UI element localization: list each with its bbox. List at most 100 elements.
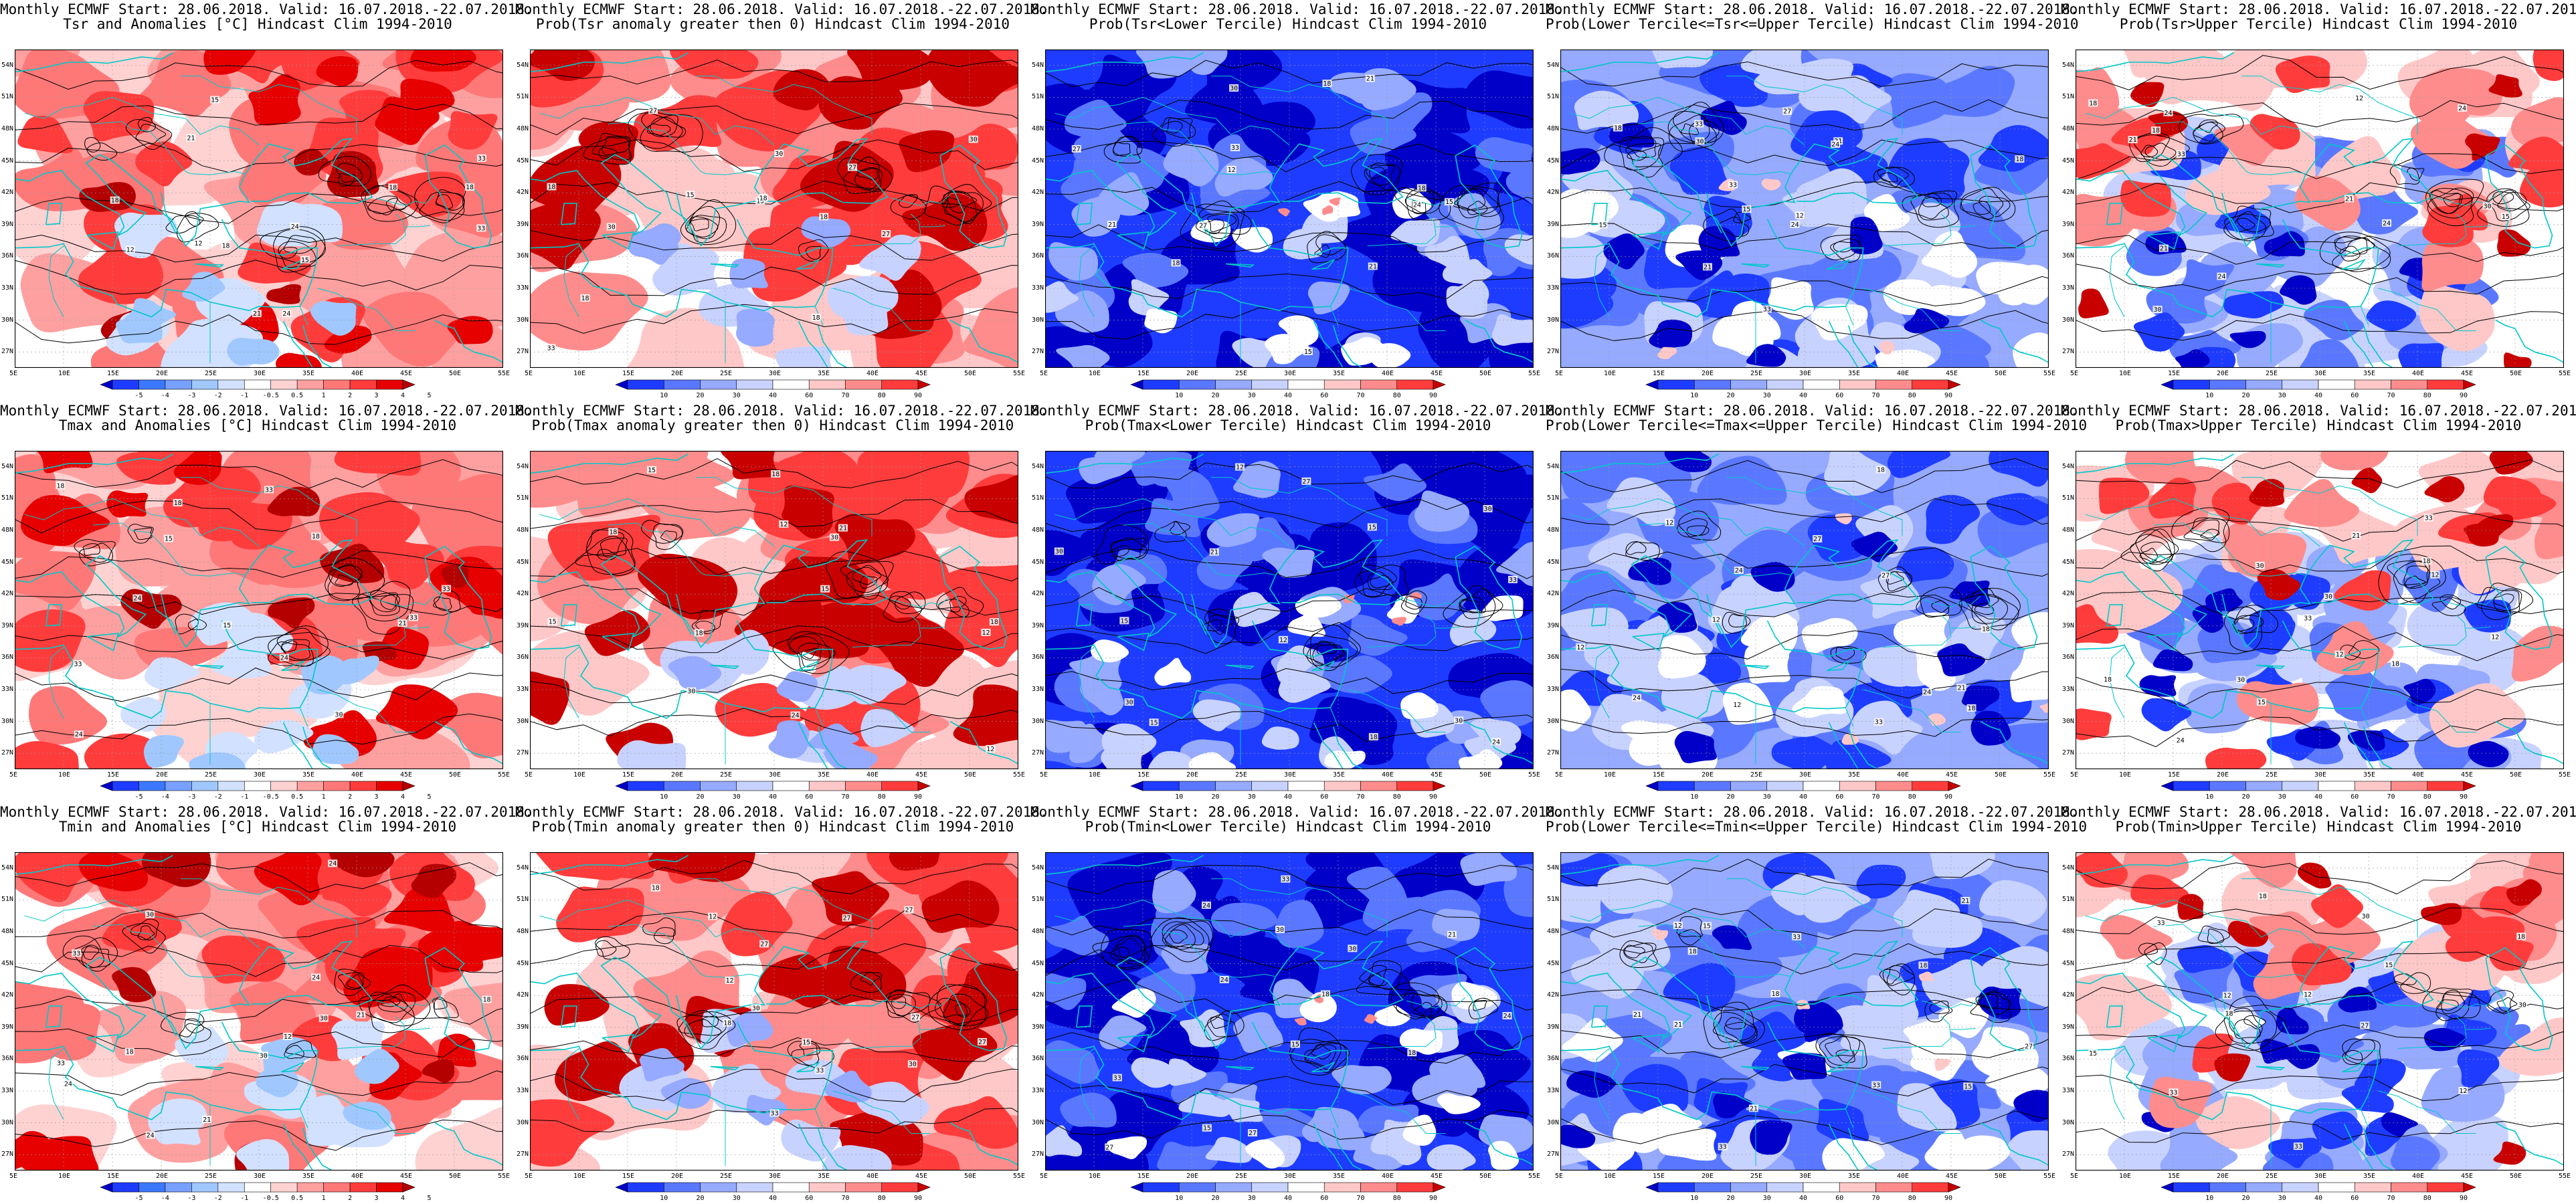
contour-label: 30	[2484, 203, 2492, 210]
contour-line	[2224, 211, 2266, 241]
contour-line	[1833, 241, 1854, 253]
contour-line	[2076, 311, 2564, 341]
field-patch	[15, 741, 79, 769]
field-patch	[296, 916, 376, 967]
field-patch	[294, 148, 331, 176]
contour-line	[1931, 600, 1950, 613]
latitude-label: 42N	[517, 590, 529, 598]
latitude-label: 51N	[1, 494, 14, 502]
contour-label: 33	[1872, 1082, 1880, 1089]
coastline	[281, 1062, 304, 1073]
field-patch	[1080, 512, 1155, 579]
field-patch	[1835, 513, 1852, 524]
latitude-label: 27N	[2062, 1150, 2075, 1159]
contour-line	[798, 642, 836, 668]
field-patch	[668, 656, 722, 690]
country-border	[891, 997, 951, 1009]
coastline	[1827, 1062, 1850, 1073]
contour-line	[1113, 938, 1143, 962]
field-patch	[1157, 1141, 1219, 1171]
contour-line	[1560, 668, 2049, 699]
contour-line	[2076, 907, 2564, 935]
field-patch	[912, 1025, 998, 1081]
contour-label-box	[1275, 925, 1285, 933]
field-patch	[254, 852, 322, 906]
field-patch	[248, 74, 301, 126]
colorbar-tick: -3	[187, 1195, 196, 1202]
contour-label: 21	[357, 1011, 365, 1019]
latitude-label: 27N	[1547, 1150, 1560, 1159]
contour-label: 21	[2160, 245, 2168, 253]
contour-label-box	[815, 1066, 825, 1074]
contour-line	[1960, 187, 2004, 219]
longitude-label: 35E	[1333, 1173, 1346, 1180]
contour-label: 18	[222, 242, 230, 249]
contour-line	[414, 177, 466, 221]
contour-line	[327, 565, 363, 601]
field-patch	[544, 984, 610, 1026]
contour-line	[281, 639, 310, 660]
coastline	[1225, 263, 1255, 268]
contour-label-box	[685, 191, 695, 199]
coastline	[817, 325, 848, 368]
contour-label-box	[2517, 1001, 2527, 1009]
field-patch	[633, 95, 722, 152]
field-patch	[859, 234, 921, 281]
colorbar	[1130, 781, 1446, 791]
field-patch	[727, 1010, 773, 1047]
map-frame	[15, 451, 503, 769]
country-border	[563, 647, 579, 719]
contour-label: 33	[771, 1110, 779, 1117]
field-patch	[1233, 461, 1281, 498]
contour-label: 18	[1321, 991, 1329, 999]
field-patch	[1211, 902, 1277, 936]
contour-label: 15	[648, 467, 656, 474]
colorbar-swatch	[845, 1182, 883, 1193]
contour-label: 12	[726, 977, 734, 985]
shaded-field	[15, 852, 503, 1171]
coastline	[1045, 454, 1204, 474]
colorbar-tick: 2	[348, 793, 353, 801]
latitude-label: 51N	[1, 93, 14, 101]
isotherm-contours	[530, 860, 1018, 1134]
country-border	[1406, 195, 1466, 206]
field-patch	[535, 852, 630, 881]
field-patch	[173, 451, 222, 485]
longitude-label: 45E	[1431, 1173, 1443, 1180]
field-patch	[2039, 702, 2049, 713]
country-border	[1054, 96, 1290, 146]
colorbar-tick: -1	[240, 392, 249, 399]
latitude-label: 45N	[517, 959, 529, 967]
field-patch	[1929, 852, 1995, 880]
country-border	[1123, 522, 1275, 577]
field-patch	[1061, 153, 1128, 205]
longitude-label: 15E	[1137, 370, 1150, 377]
contour-line	[2393, 561, 2441, 603]
country-border	[299, 1108, 308, 1128]
country-border	[1211, 76, 1388, 134]
contour-line	[1169, 929, 1188, 944]
contour-label: 24	[2458, 105, 2466, 112]
contour-label-box	[282, 1032, 292, 1040]
contour-label: 18	[1614, 125, 1622, 132]
colorbar-swatch	[1875, 781, 1913, 791]
latitude-label: 30N	[1032, 717, 1044, 725]
country-border	[1054, 498, 1290, 547]
contour-line	[135, 124, 167, 144]
contour-label: 21	[187, 134, 195, 142]
contour-line	[1370, 575, 1390, 589]
contour-line	[1820, 234, 1861, 260]
colorbar-swatch	[2463, 379, 2476, 390]
contour-line	[2403, 565, 2429, 589]
colorbar-swatch	[1130, 379, 1143, 390]
country-border	[2085, 498, 2320, 547]
map-area: 18 18 21 24 24 27 12 33 24 12 12 12 18 27	[1560, 451, 2049, 769]
field-patch	[1560, 882, 1602, 924]
colorbar-swatch	[1396, 379, 1434, 390]
field-patch	[1295, 596, 1342, 618]
colorbar-swatch	[270, 781, 298, 791]
colorbar-tick: 80	[877, 793, 886, 801]
field-patch	[1657, 635, 1706, 679]
field-patch	[1106, 1136, 1147, 1160]
